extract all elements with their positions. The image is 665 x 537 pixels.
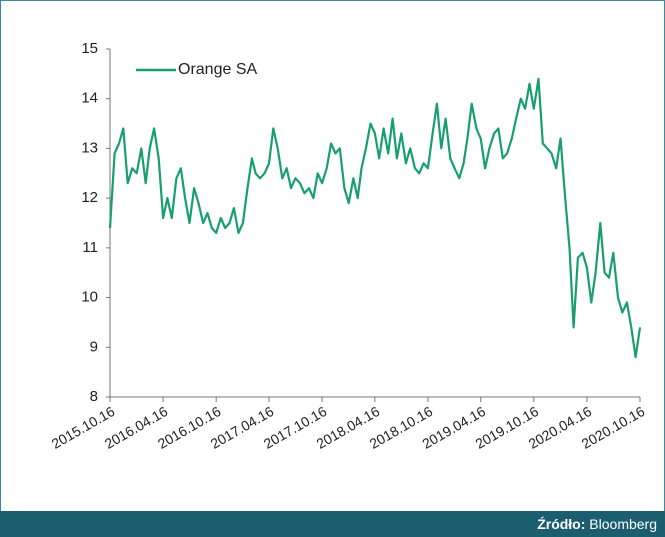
y-tick-label: 15 bbox=[81, 40, 98, 57]
footer-bar bbox=[0, 511, 665, 537]
source: Źródło: Bloomberg bbox=[537, 516, 657, 532]
y-tick-label: 13 bbox=[81, 139, 98, 156]
legend-label: Orange SA bbox=[178, 61, 257, 78]
y-tick-label: 14 bbox=[81, 90, 98, 107]
source-name: Bloomberg bbox=[589, 516, 657, 532]
y-tick-label: 10 bbox=[81, 289, 98, 306]
y-tick-label: 11 bbox=[82, 239, 98, 256]
line-series bbox=[108, 77, 642, 359]
y-tick-label: 12 bbox=[81, 189, 98, 206]
y-tick-label: 9 bbox=[90, 338, 98, 355]
source-label: Źródło: bbox=[537, 516, 585, 532]
y-tick-label: 8 bbox=[90, 388, 98, 405]
